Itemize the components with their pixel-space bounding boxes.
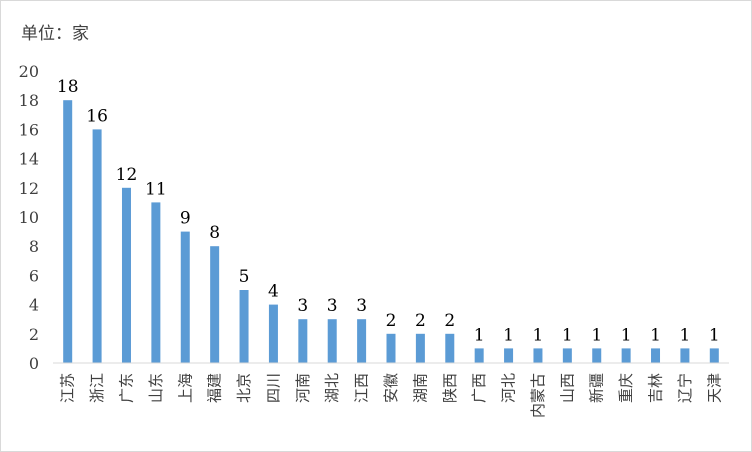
data-label: 3 (297, 296, 308, 316)
bar (357, 319, 367, 363)
data-label: 2 (415, 311, 426, 331)
category-label: 河北 (500, 373, 518, 403)
bar (63, 100, 73, 363)
y-tick-label: 6 (29, 266, 39, 285)
bar (121, 187, 131, 363)
data-label: 1 (533, 325, 544, 345)
category-label: 广西 (470, 373, 488, 403)
category-label: 陕西 (441, 373, 459, 403)
data-label: 1 (679, 325, 690, 345)
category-label: 湖南 (411, 373, 429, 403)
y-tick-label: 20 (19, 62, 39, 81)
category-label: 内蒙古 (529, 373, 547, 418)
y-axis-ticks: 0 2 4 6 8 10 12 14 16 18 20 (19, 62, 39, 373)
category-label: 山东 (147, 373, 165, 403)
bar (180, 231, 190, 363)
data-label: 8 (209, 223, 220, 243)
bar (504, 348, 514, 363)
y-tick-label: 0 (29, 354, 39, 373)
data-label: 2 (386, 311, 397, 331)
y-tick-label: 8 (29, 237, 39, 256)
bars (63, 100, 719, 363)
bar (533, 348, 543, 363)
unit-label: 单位：家 (21, 24, 89, 44)
category-label: 山西 (558, 373, 576, 403)
bar (621, 348, 631, 363)
data-label: 11 (145, 179, 167, 199)
y-tick-label: 12 (19, 179, 39, 198)
data-label: 16 (86, 106, 108, 126)
category-label: 福建 (206, 373, 224, 403)
category-label: 吉林 (647, 373, 665, 403)
bar (415, 333, 425, 363)
data-label: 1 (709, 325, 720, 345)
bar (474, 348, 484, 363)
data-label: 4 (268, 282, 279, 302)
bar (651, 348, 661, 363)
data-label: 1 (591, 325, 602, 345)
category-label: 天津 (705, 373, 723, 403)
category-label: 浙江 (88, 373, 106, 403)
data-label: 3 (356, 296, 367, 316)
y-tick-label: 2 (29, 325, 39, 344)
bar (445, 333, 455, 363)
category-label: 上海 (176, 373, 194, 403)
data-label: 3 (327, 296, 338, 316)
y-tick-label: 4 (29, 296, 39, 315)
category-label: 新疆 (588, 373, 606, 403)
bar (592, 348, 602, 363)
data-label: 1 (562, 325, 573, 345)
data-label: 18 (57, 77, 79, 97)
category-label: 北京 (235, 373, 253, 403)
bar (386, 333, 396, 363)
category-label: 辽宁 (676, 373, 694, 403)
y-tick-label: 16 (19, 120, 39, 139)
data-label: 1 (474, 325, 485, 345)
category-label: 安徽 (382, 373, 400, 403)
data-label: 2 (444, 311, 455, 331)
data-label: 9 (180, 209, 191, 229)
category-label: 四川 (264, 373, 282, 403)
bar (680, 348, 690, 363)
bar (562, 348, 572, 363)
bar (298, 319, 308, 363)
category-label: 重庆 (617, 373, 635, 403)
bar (327, 319, 337, 363)
category-label: 河南 (294, 373, 312, 403)
category-label: 江西 (353, 373, 371, 403)
data-label: 1 (621, 325, 632, 345)
bar (268, 304, 278, 363)
bar (709, 348, 719, 363)
y-tick-label: 18 (19, 91, 39, 110)
data-label: 5 (239, 267, 250, 287)
data-label: 1 (503, 325, 514, 345)
y-tick-label: 14 (19, 150, 39, 169)
category-label: 湖北 (323, 373, 341, 403)
y-tick-label: 10 (19, 208, 39, 227)
category-labels: 江苏 浙江 广东 山东 上海 福建 北京 四川 河南 湖北 江西 安徽 湖南 陕西 广西 河北 内蒙古 山西 新疆重… (59, 373, 724, 418)
data-label: 1 (650, 325, 661, 345)
data-label: 12 (116, 165, 138, 185)
bar (92, 129, 102, 363)
category-label: 江苏 (59, 373, 77, 403)
bar (239, 290, 249, 363)
category-label: 广东 (117, 373, 135, 403)
bar (151, 202, 161, 363)
bar (210, 246, 220, 363)
